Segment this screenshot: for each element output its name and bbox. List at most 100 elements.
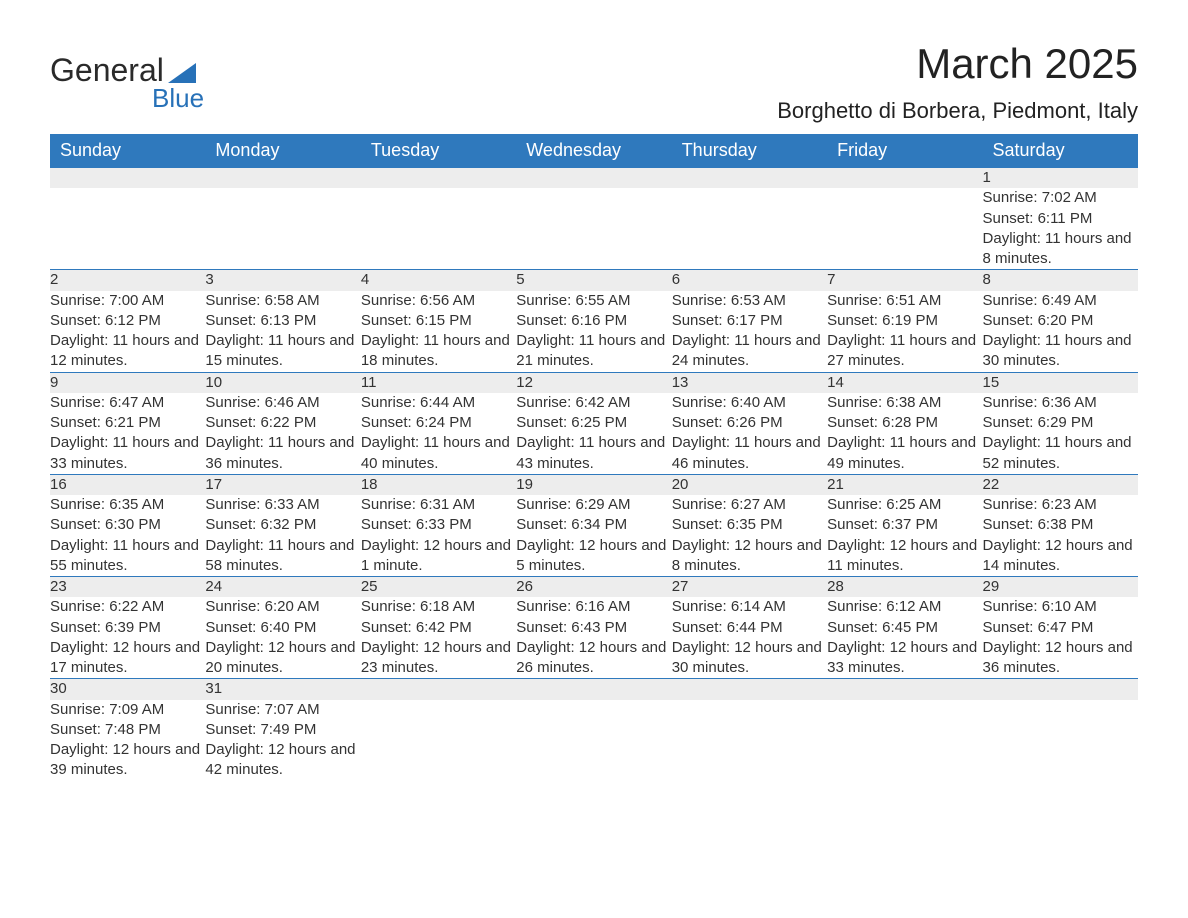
day-data-cell [827, 700, 982, 781]
day-data-cell: Sunrise: 6:55 AMSunset: 6:16 PMDaylight:… [516, 291, 671, 373]
day-number-cell: 12 [516, 372, 671, 393]
location-subtitle: Borghetto di Borbera, Piedmont, Italy [777, 98, 1138, 124]
day-of-week-header: Monday [205, 134, 360, 168]
daylight-line: Daylight: 11 hours and 49 minutes. [827, 433, 982, 474]
day-data-cell: Sunrise: 6:31 AMSunset: 6:33 PMDaylight:… [361, 495, 516, 577]
sunrise-line: Sunrise: 6:31 AM [361, 495, 516, 515]
daylight-line: Daylight: 11 hours and 24 minutes. [672, 331, 827, 372]
sunset-line: Sunset: 6:33 PM [361, 515, 516, 535]
sunrise-line: Sunrise: 7:00 AM [50, 291, 205, 311]
daylight-line: Daylight: 12 hours and 23 minutes. [361, 638, 516, 679]
day-number-cell: 6 [672, 270, 827, 291]
day-number-cell: 22 [983, 474, 1138, 495]
day-number-cell: 2 [50, 270, 205, 291]
day-number-cell [983, 679, 1138, 700]
day-number-cell [361, 679, 516, 700]
sunset-line: Sunset: 7:49 PM [205, 720, 360, 740]
sunrise-line: Sunrise: 6:18 AM [361, 597, 516, 617]
day-of-week-header: Wednesday [516, 134, 671, 168]
sunset-line: Sunset: 6:16 PM [516, 311, 671, 331]
sunrise-line: Sunrise: 6:12 AM [827, 597, 982, 617]
day-data-cell [361, 700, 516, 781]
day-number-cell: 9 [50, 372, 205, 393]
brand-name-b: Blue [152, 83, 204, 114]
day-of-week-header: Tuesday [361, 134, 516, 168]
day-data-cell: Sunrise: 6:40 AMSunset: 6:26 PMDaylight:… [672, 393, 827, 475]
day-data-cell [361, 188, 516, 270]
daylight-line: Daylight: 12 hours and 14 minutes. [983, 536, 1138, 577]
daylight-line: Daylight: 11 hours and 8 minutes. [983, 229, 1138, 270]
week-data-row: Sunrise: 6:22 AMSunset: 6:39 PMDaylight:… [50, 597, 1138, 679]
day-of-week-header-row: SundayMondayTuesdayWednesdayThursdayFrid… [50, 134, 1138, 168]
sunset-line: Sunset: 6:39 PM [50, 618, 205, 638]
day-data-cell: Sunrise: 6:27 AMSunset: 6:35 PMDaylight:… [672, 495, 827, 577]
sunset-line: Sunset: 6:43 PM [516, 618, 671, 638]
day-data-cell: Sunrise: 6:42 AMSunset: 6:25 PMDaylight:… [516, 393, 671, 475]
day-number-cell: 5 [516, 270, 671, 291]
sunrise-line: Sunrise: 6:58 AM [205, 291, 360, 311]
day-number-cell: 31 [205, 679, 360, 700]
day-number-cell [361, 168, 516, 189]
sunset-line: Sunset: 6:22 PM [205, 413, 360, 433]
week-data-row: Sunrise: 7:02 AMSunset: 6:11 PMDaylight:… [50, 188, 1138, 270]
daylight-line: Daylight: 11 hours and 21 minutes. [516, 331, 671, 372]
daylight-line: Daylight: 12 hours and 17 minutes. [50, 638, 205, 679]
day-of-week-header: Friday [827, 134, 982, 168]
day-number-cell: 21 [827, 474, 982, 495]
sunrise-line: Sunrise: 7:07 AM [205, 700, 360, 720]
day-data-cell [516, 188, 671, 270]
day-number-cell: 24 [205, 577, 360, 598]
daylight-line: Daylight: 12 hours and 1 minute. [361, 536, 516, 577]
sunrise-line: Sunrise: 6:14 AM [672, 597, 827, 617]
day-data-cell: Sunrise: 6:29 AMSunset: 6:34 PMDaylight:… [516, 495, 671, 577]
brand-name-a: General [50, 52, 164, 89]
day-data-cell: Sunrise: 6:16 AMSunset: 6:43 PMDaylight:… [516, 597, 671, 679]
sunset-line: Sunset: 6:28 PM [827, 413, 982, 433]
daylight-line: Daylight: 11 hours and 58 minutes. [205, 536, 360, 577]
day-data-cell: Sunrise: 6:10 AMSunset: 6:47 PMDaylight:… [983, 597, 1138, 679]
sunrise-line: Sunrise: 6:47 AM [50, 393, 205, 413]
sunset-line: Sunset: 6:32 PM [205, 515, 360, 535]
day-number-cell: 4 [361, 270, 516, 291]
day-number-cell: 16 [50, 474, 205, 495]
brand-logo: General Blue [50, 52, 204, 114]
day-number-cell: 26 [516, 577, 671, 598]
day-data-cell: Sunrise: 7:02 AMSunset: 6:11 PMDaylight:… [983, 188, 1138, 270]
daylight-line: Daylight: 12 hours and 33 minutes. [827, 638, 982, 679]
sunset-line: Sunset: 6:40 PM [205, 618, 360, 638]
daylight-line: Daylight: 11 hours and 36 minutes. [205, 433, 360, 474]
sunrise-line: Sunrise: 6:40 AM [672, 393, 827, 413]
day-number-cell: 11 [361, 372, 516, 393]
day-data-cell: Sunrise: 7:00 AMSunset: 6:12 PMDaylight:… [50, 291, 205, 373]
day-data-cell: Sunrise: 6:56 AMSunset: 6:15 PMDaylight:… [361, 291, 516, 373]
day-number-cell: 1 [983, 168, 1138, 189]
sunrise-line: Sunrise: 6:38 AM [827, 393, 982, 413]
day-data-cell: Sunrise: 7:07 AMSunset: 7:49 PMDaylight:… [205, 700, 360, 781]
calendar-table: SundayMondayTuesdayWednesdayThursdayFrid… [50, 134, 1138, 781]
week-number-row: 23242526272829 [50, 577, 1138, 598]
day-number-cell [672, 679, 827, 700]
daylight-line: Daylight: 12 hours and 39 minutes. [50, 740, 205, 781]
day-data-cell: Sunrise: 6:18 AMSunset: 6:42 PMDaylight:… [361, 597, 516, 679]
day-data-cell: Sunrise: 6:46 AMSunset: 6:22 PMDaylight:… [205, 393, 360, 475]
day-data-cell: Sunrise: 6:20 AMSunset: 6:40 PMDaylight:… [205, 597, 360, 679]
sunrise-line: Sunrise: 6:29 AM [516, 495, 671, 515]
day-data-cell: Sunrise: 6:14 AMSunset: 6:44 PMDaylight:… [672, 597, 827, 679]
day-number-cell: 27 [672, 577, 827, 598]
sunrise-line: Sunrise: 6:46 AM [205, 393, 360, 413]
day-number-cell: 30 [50, 679, 205, 700]
sunset-line: Sunset: 6:15 PM [361, 311, 516, 331]
day-of-week-header: Sunday [50, 134, 205, 168]
daylight-line: Daylight: 11 hours and 43 minutes. [516, 433, 671, 474]
sunrise-line: Sunrise: 6:53 AM [672, 291, 827, 311]
sunrise-line: Sunrise: 6:36 AM [983, 393, 1138, 413]
daylight-line: Daylight: 12 hours and 30 minutes. [672, 638, 827, 679]
day-number-cell: 15 [983, 372, 1138, 393]
daylight-line: Daylight: 11 hours and 46 minutes. [672, 433, 827, 474]
sunset-line: Sunset: 6:26 PM [672, 413, 827, 433]
sunset-line: Sunset: 6:29 PM [983, 413, 1138, 433]
day-data-cell: Sunrise: 6:22 AMSunset: 6:39 PMDaylight:… [50, 597, 205, 679]
daylight-line: Daylight: 11 hours and 27 minutes. [827, 331, 982, 372]
day-data-cell [827, 188, 982, 270]
sunrise-line: Sunrise: 6:22 AM [50, 597, 205, 617]
